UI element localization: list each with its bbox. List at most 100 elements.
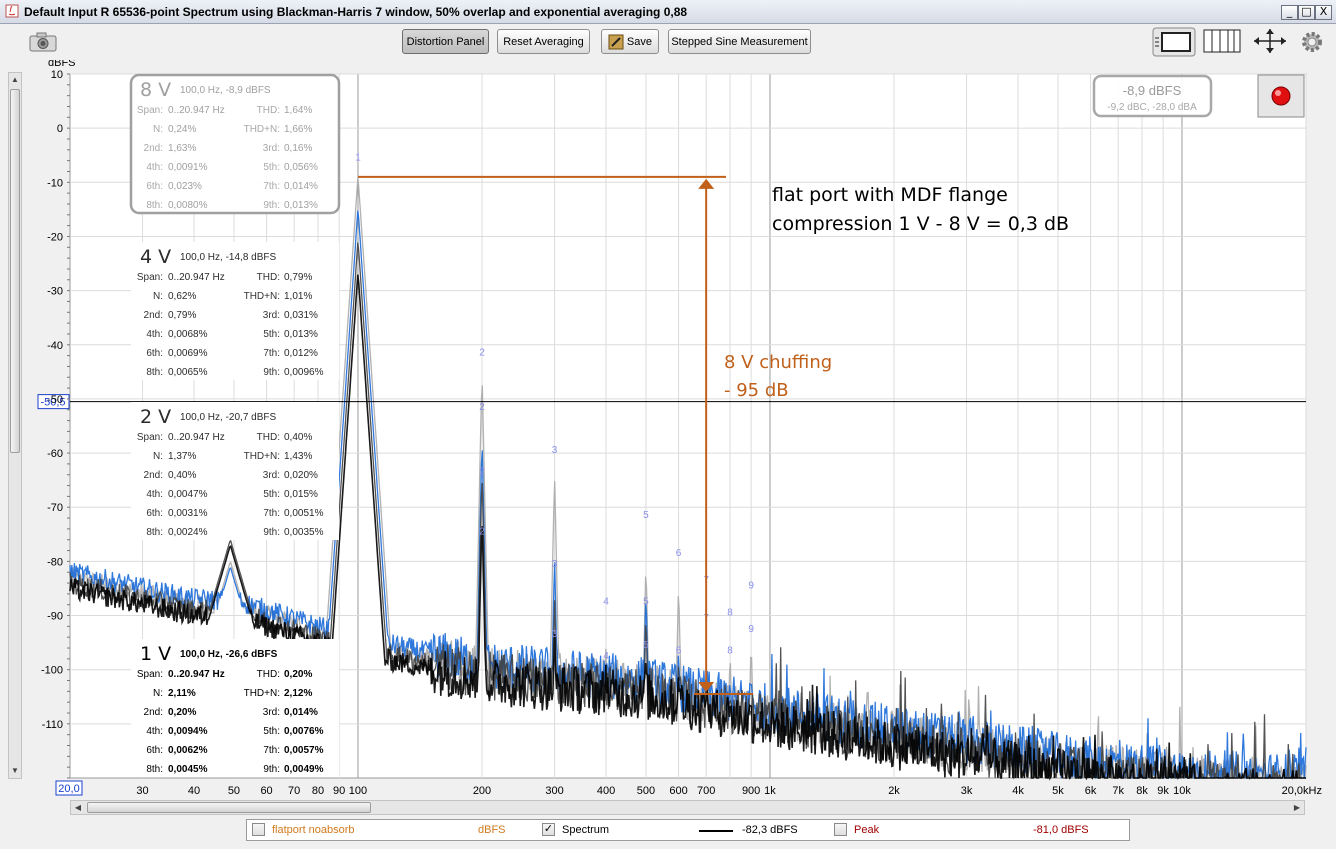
panel-label: 8th: bbox=[146, 764, 163, 775]
panel-label: THD: bbox=[257, 432, 280, 443]
axes: dBFS100-10-20-30-40-50-60-70-80-90-100-1… bbox=[41, 60, 1322, 797]
y-tick-label: -90 bbox=[47, 611, 63, 623]
distortion-panel-2v: 2 V 100,0 Hz, -20,7 dBFS Span: 0..20.947 Hz… bbox=[131, 402, 339, 540]
panel-value: 0,0091% bbox=[168, 162, 208, 173]
scroll-up-arrow-icon[interactable]: ▲ bbox=[11, 75, 19, 84]
distortion-panel-button[interactable]: Distortion Panel bbox=[402, 29, 489, 54]
close-button[interactable]: X bbox=[1315, 5, 1332, 20]
horizontal-scrollbar[interactable]: ◀ ▶ bbox=[70, 800, 1305, 815]
panel-label: THD: bbox=[257, 272, 280, 283]
legend-item-spectrum: Spectrum bbox=[562, 824, 610, 836]
flatport-checkbox[interactable] bbox=[252, 823, 265, 836]
scroll-down-arrow-icon[interactable]: ▼ bbox=[11, 766, 19, 775]
distortion-panels: 8 V 100,0 Hz, -8,9 dBFS Span: 0..20.947 Hz T… bbox=[129, 73, 341, 777]
panel-value: 1,43% bbox=[284, 451, 312, 462]
x-tick-label: 50 bbox=[228, 785, 240, 797]
gear-icon[interactable] bbox=[1299, 29, 1325, 55]
window-title: Default Input R 65536-point Spectrum usi… bbox=[24, 5, 688, 19]
harmonic-label: 3 bbox=[552, 445, 558, 456]
panel-fundamental: 100,0 Hz, -8,9 dBFS bbox=[180, 85, 271, 96]
panel-value: 0,0035% bbox=[284, 527, 324, 538]
x-tick-label: 80 bbox=[312, 785, 324, 797]
cursor[interactable]: -50,5 20,0 bbox=[37, 394, 1306, 796]
panel-label: Span: bbox=[137, 272, 163, 283]
panel-value: 0,0068% bbox=[168, 329, 208, 340]
arrow-up-icon bbox=[698, 178, 715, 189]
x-tick-label: 4k bbox=[1012, 785, 1024, 797]
panel-value: 0,015% bbox=[284, 489, 318, 500]
stepped-sine-button[interactable]: Stepped Sine Measurement bbox=[668, 29, 811, 54]
maximize-button[interactable]: □ bbox=[1298, 5, 1315, 20]
spectrum-line-swatch bbox=[699, 830, 733, 832]
title-bar: Default Input R 65536-point Spectrum usi… bbox=[0, 0, 1336, 24]
panel-label: 6th: bbox=[146, 348, 163, 359]
harmonic-label: 2 bbox=[479, 402, 485, 413]
vertical-scroll-thumb[interactable] bbox=[10, 89, 20, 453]
panel-label: 5th: bbox=[263, 489, 280, 500]
vertical-scrollbar[interactable]: ▲ ▼ bbox=[8, 72, 22, 779]
minimize-button[interactable]: _ bbox=[1281, 5, 1298, 20]
panel-value: 0,014% bbox=[284, 181, 318, 192]
x-tick-label: 70 bbox=[288, 785, 300, 797]
panel-label: 9th: bbox=[263, 200, 280, 211]
x-tick-label: 300 bbox=[545, 785, 563, 797]
annotation-chuffing: 8 V chuffing bbox=[724, 352, 832, 373]
panel-label: 9th: bbox=[263, 527, 280, 538]
panel-label: 8th: bbox=[146, 200, 163, 211]
y-tick-label: 10 bbox=[51, 69, 63, 81]
expand-arrows-icon[interactable] bbox=[1251, 27, 1289, 55]
panel-voltage: 4 V bbox=[140, 246, 171, 268]
screen-layout-icon[interactable] bbox=[1152, 27, 1196, 57]
panel-label: 6th: bbox=[146, 508, 163, 519]
harmonic-label: 1 bbox=[355, 153, 361, 164]
columns-icon[interactable] bbox=[1203, 27, 1241, 55]
panel-label: 8th: bbox=[146, 527, 163, 538]
legend-item-flatport: flatport noabsorb bbox=[272, 824, 355, 836]
scroll-left-arrow-icon[interactable]: ◀ bbox=[74, 803, 82, 812]
peak-checkbox[interactable] bbox=[834, 823, 847, 836]
save-label: Save bbox=[626, 35, 652, 48]
y-tick-label: -110 bbox=[42, 719, 63, 731]
panel-value: 0,40% bbox=[168, 470, 196, 481]
panel-value: 0,79% bbox=[168, 310, 196, 321]
series-line-1v bbox=[69, 274, 1306, 781]
panel-value: 0,056% bbox=[284, 162, 318, 173]
x-tick-label: 90 bbox=[333, 785, 345, 797]
panel-value: 0,0094% bbox=[168, 726, 208, 737]
level-readout-box bbox=[1092, 74, 1213, 118]
horizontal-scroll-thumb[interactable] bbox=[87, 802, 371, 813]
harmonic-label: 5 bbox=[643, 640, 649, 651]
legend-peak-value: -81,0 dBFS bbox=[1033, 824, 1089, 836]
x-tick-label: 700 bbox=[697, 785, 715, 797]
spectrum-plot[interactable]: 122223334455566778899 -50,520,0 dBFS100-… bbox=[0, 60, 1336, 800]
panel-value: 0,013% bbox=[284, 200, 318, 211]
panel-background bbox=[129, 73, 341, 215]
panel-value: 0,031% bbox=[284, 310, 318, 321]
save-button[interactable]: Save bbox=[601, 29, 659, 54]
reset-averaging-button[interactable]: Reset Averaging bbox=[497, 29, 590, 54]
panel-label: 7th: bbox=[263, 745, 280, 756]
panel-label: 5th: bbox=[263, 726, 280, 737]
record-highlight bbox=[1275, 90, 1281, 96]
spectrum-series bbox=[69, 178, 1307, 781]
panel-value: 0,023% bbox=[168, 181, 202, 192]
panel-label: 2nd: bbox=[144, 470, 163, 481]
scroll-right-arrow-icon[interactable]: ▶ bbox=[1293, 803, 1301, 812]
x-tick-label: 3k bbox=[961, 785, 973, 797]
panel-value: 0,20% bbox=[284, 669, 312, 680]
harmonic-label: 4 bbox=[603, 651, 609, 662]
y-tick-label: -80 bbox=[47, 556, 63, 568]
panel-value: 0,0065% bbox=[168, 367, 208, 378]
panel-label: N: bbox=[153, 451, 163, 462]
panel-value: 1,37% bbox=[168, 451, 196, 462]
legend-spectrum-value: -82,3 dBFS bbox=[742, 824, 798, 836]
harmonic-label: 8 bbox=[727, 645, 733, 656]
panel-value: 0,0057% bbox=[284, 745, 324, 756]
spectrum-checkbox[interactable]: ✓ bbox=[542, 823, 555, 836]
harmonic-label: 6 bbox=[676, 548, 682, 559]
panel-value: 2,11% bbox=[168, 688, 196, 699]
panel-label: Span: bbox=[137, 669, 163, 680]
camera-icon[interactable] bbox=[27, 30, 59, 54]
legend: flatport noabsorb dBFS ✓ Spectrum -82,3 … bbox=[246, 819, 1130, 841]
panel-label: 9th: bbox=[263, 764, 280, 775]
